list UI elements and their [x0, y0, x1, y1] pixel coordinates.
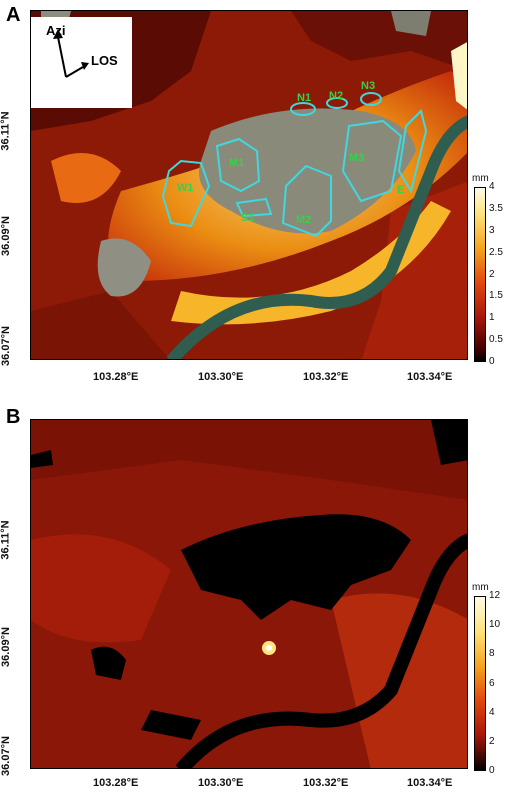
- panel-a-letter: A: [6, 4, 21, 26]
- los-label: LOS: [91, 53, 118, 68]
- panel-b-colorbar-tick: 6: [489, 677, 495, 689]
- direction-legend: Azi LOS: [31, 17, 132, 108]
- panel-b-ytick-1: 36.11°N: [0, 520, 12, 560]
- panel-a-xtick-2: 103.30°E: [198, 371, 244, 383]
- panel-b-map: [30, 419, 468, 769]
- zone-label-n2: N2: [329, 90, 343, 102]
- zone-label-s1: S1: [241, 212, 254, 224]
- panel-a-colorbar-tick: 1.5: [489, 290, 503, 302]
- panel-a-colorbar-tick: 3.5: [489, 202, 503, 214]
- panel-a-colorbar-tick: 2.5: [489, 246, 503, 258]
- azimuth-arrow-icon: [57, 36, 67, 78]
- zone-label-e: E: [397, 184, 404, 196]
- zone-label-m3: M3: [349, 152, 364, 164]
- panel-a-xtick-3: 103.32°E: [303, 371, 349, 383]
- panel-a-colorbar-tick: 4: [489, 181, 495, 192]
- panel-b-xtick-4: 103.34°E: [407, 777, 453, 789]
- panel-a-colorbar: [474, 187, 486, 362]
- panel-a-xtick-4: 103.34°E: [407, 371, 453, 383]
- panel-a-colorbar-unit: mm: [472, 173, 489, 184]
- los-arrow-icon: [65, 66, 84, 78]
- panel-a-colorbar-tick: 2: [489, 268, 495, 280]
- zone-label-m2: M2: [296, 214, 311, 226]
- panel-a-ytick-2: 36.09°N: [0, 216, 12, 256]
- panel-b-colorbar-tick: 10: [489, 619, 501, 631]
- panel-b-xtick-3: 103.32°E: [303, 777, 349, 789]
- panel-a-colorbar-tick: 0: [489, 356, 495, 367]
- zone-label-n3: N3: [361, 80, 375, 92]
- panel-a-ytick-3: 36.07°N: [0, 326, 12, 366]
- panel-b-colorbar-tick: 4: [489, 706, 495, 718]
- zone-label-n1: N1: [297, 92, 311, 104]
- panel-b-ytick-3: 36.07°N: [0, 736, 12, 776]
- panel-b-error-map: [31, 420, 467, 768]
- panel-a-deformation-map: N1 N2 N3 M1 M3 W1 S1 M2 E: [31, 11, 467, 359]
- zone-label-m1: M1: [229, 157, 244, 169]
- panel-a-xtick-1: 103.28°E: [93, 371, 139, 383]
- panel-b-colorbar-tick: 2: [489, 735, 495, 747]
- zone-label-w1: W1: [177, 182, 194, 194]
- panel-b-colorbar-tick: 0: [489, 765, 495, 776]
- panel-b-xtick-1: 103.28°E: [93, 777, 139, 789]
- panel-b-letter: B: [6, 406, 21, 428]
- azi-label: Azi: [46, 23, 66, 38]
- panel-a-colorbar-tick: 3: [489, 224, 495, 236]
- panel-b-colorbar-unit: mm: [472, 582, 489, 593]
- panel-a-map: N1 N2 N3 M1 M3 W1 S1 M2 E: [30, 10, 468, 360]
- panel-b-xtick-2: 103.30°E: [198, 777, 244, 789]
- panel-b-colorbar-tick: 8: [489, 648, 495, 660]
- panel-a-colorbar-tick: 1: [489, 312, 495, 324]
- panel-a-ytick-1: 36.11°N: [0, 111, 12, 151]
- panel-b-colorbar-tick: 12: [489, 590, 501, 601]
- panel-a-colorbar-tick: 0.5: [489, 334, 503, 346]
- panel-b-ytick-2: 36.09°N: [0, 627, 12, 667]
- panel-b-colorbar: [474, 596, 486, 771]
